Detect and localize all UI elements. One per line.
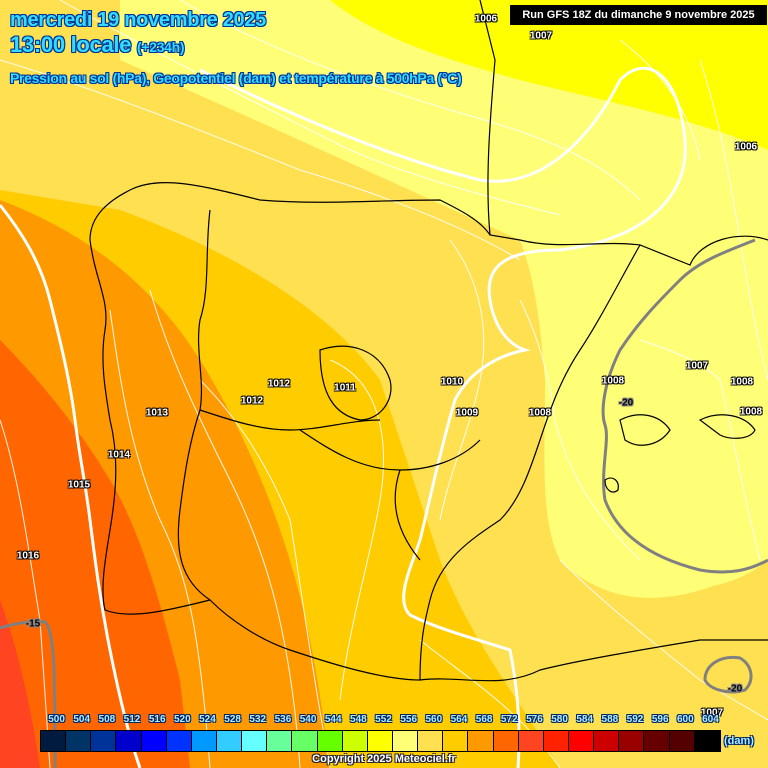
pressure-label: 1006 (474, 13, 498, 25)
legend-swatch (292, 731, 318, 751)
legend-swatch (644, 731, 670, 751)
color-legend (40, 730, 721, 752)
legend-tick: 548 (350, 714, 367, 725)
legend-tick: 564 (450, 714, 468, 725)
legend-tick: 532 (249, 714, 267, 725)
legend-tick: 580 (551, 714, 568, 725)
legend-swatch (66, 731, 92, 751)
legend-swatch (669, 731, 695, 751)
legend-unit: (dam) (724, 735, 754, 747)
legend-swatch (191, 731, 217, 751)
temperature-label: -20 (727, 683, 743, 695)
temperature-label: -15 (25, 618, 41, 630)
pressure-label: 1012 (267, 378, 291, 390)
legend-tick: 520 (173, 714, 191, 725)
pressure-label: 1014 (107, 449, 131, 461)
legend-ticks: 500 504 508 512 516 520 524 528 532 536 540 544 548 5… (40, 714, 720, 728)
legend-tick: 540 (299, 714, 317, 725)
pressure-label: 1011 (334, 382, 356, 394)
legend-swatch (116, 731, 142, 751)
legend-swatch (342, 731, 368, 751)
legend-swatch (216, 731, 243, 751)
legend-tick: 508 (98, 714, 116, 725)
legend-swatch (594, 731, 620, 751)
legend-swatch (242, 731, 268, 751)
pressure-label: 1009 (455, 407, 479, 419)
legend-swatch (493, 731, 519, 751)
pressure-label: 1006 (734, 141, 758, 153)
lead-time: (+234h) (136, 39, 185, 55)
isotherms (0, 238, 768, 768)
legend-swatch (694, 731, 720, 751)
legend-swatch (543, 731, 569, 751)
pressure-label: 1015 (67, 479, 91, 491)
legend-tick: 552 (375, 714, 392, 725)
copyright: Copyright 2025 Meteociel.fr (312, 753, 456, 765)
legend-tick: 584 (576, 714, 594, 725)
legend-swatch (518, 731, 544, 751)
legend-swatch (41, 731, 67, 751)
legend-tick: 560 (425, 714, 443, 725)
legend-swatch (317, 731, 343, 751)
pressure-label: 1007 (685, 360, 709, 372)
legend-tick: 512 (123, 714, 141, 725)
map-subtitle: Pression au sol (hPa), Geopotentiel (dam… (10, 70, 462, 86)
pressure-label: 1007 (529, 30, 553, 42)
legend-swatch (443, 731, 469, 751)
legend-swatch (267, 731, 293, 751)
pressure-label: 1012 (240, 395, 264, 407)
legend-swatch (468, 731, 494, 751)
local-time: 13:00 locale (10, 32, 132, 57)
legend-tick: 516 (148, 714, 166, 725)
legend-swatch (568, 731, 595, 751)
legend-tick: 592 (626, 714, 644, 725)
legend-swatch (141, 731, 167, 751)
legend-tick: 600 (676, 714, 694, 725)
legend-tick: 588 (601, 714, 619, 725)
legend-tick: 528 (224, 714, 241, 725)
legend-tick: 604 (702, 714, 719, 725)
forecast-date: mercredi 19 novembre 2025 (10, 9, 266, 31)
pressure-label: 1008 (739, 406, 763, 418)
legend-tick: 504 (73, 714, 91, 725)
pressure-label: 1010 (440, 376, 464, 388)
legend-swatch (367, 731, 393, 751)
country-borders (89, 0, 768, 682)
legend-tick: 568 (475, 714, 493, 725)
legend-tick: 500 (48, 714, 65, 725)
legend-swatch (166, 731, 192, 751)
forecast-time: 13:00 locale (+234h) (10, 32, 185, 58)
legend-tick: 536 (274, 714, 292, 725)
pressure-label: 1007 (700, 707, 724, 719)
legend-tick: 524 (199, 714, 216, 725)
pressure-label: 1016 (16, 550, 40, 562)
geopotential-lines (0, 66, 687, 768)
legend-tick: 572 (500, 714, 518, 725)
pressure-label: 1008 (730, 376, 754, 388)
band-552 (330, 0, 768, 150)
pressure-label: 1008 (601, 375, 625, 387)
temperature-label: -20 (618, 397, 634, 409)
legend-tick: 576 (526, 714, 543, 725)
legend-swatch (619, 731, 645, 751)
legend-swatch (392, 731, 419, 751)
legend-swatch (91, 731, 117, 751)
legend-swatch (418, 731, 444, 751)
legend-tick: 596 (651, 714, 669, 725)
band-556-center (560, 376, 768, 588)
legend-tick: 544 (324, 714, 342, 725)
pressure-label: 1013 (145, 407, 169, 419)
run-info-badge: Run GFS 18Z du dimanche 9 novembre 2025 (510, 5, 767, 25)
band-576 (0, 600, 40, 768)
legend-tick: 556 (400, 714, 418, 725)
pressure-label: 1008 (528, 407, 552, 419)
